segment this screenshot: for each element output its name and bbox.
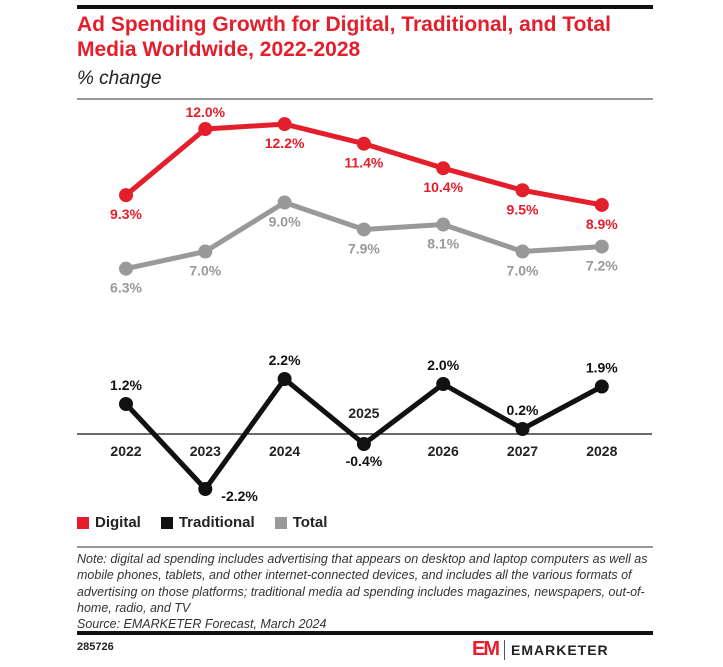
chart-title: Ad Spending Growth for Digital, Traditio… (77, 13, 611, 61)
legend: Digital Traditional Total (77, 514, 327, 531)
x-tick-label: 2028 (586, 443, 617, 459)
legend-label: Digital (95, 514, 141, 531)
brand-name: EMARKETER (511, 641, 609, 658)
note-rule (77, 546, 653, 548)
data-label-digital: 12.2% (265, 135, 305, 151)
data-point-total (515, 244, 530, 259)
x-tick-label: 2024 (269, 443, 300, 459)
x-tick-label: 2025 (348, 405, 379, 421)
data-label-total: 9.0% (269, 214, 301, 230)
data-point-traditional (119, 397, 133, 411)
x-tick-label: 2023 (190, 443, 221, 459)
data-point-traditional (436, 377, 451, 391)
data-point-total (119, 261, 133, 276)
data-point-digital (356, 136, 371, 151)
data-label-digital: 11.4% (344, 155, 383, 171)
data-label-traditional: -2.2% (221, 488, 258, 504)
data-point-traditional (198, 482, 213, 496)
data-point-total (356, 222, 371, 237)
legend-swatch (274, 516, 287, 529)
legend-swatch (160, 516, 173, 529)
data-label-traditional: 2.2% (269, 352, 301, 368)
legend-label: Total (292, 514, 328, 531)
data-label-digital: 9.5% (507, 201, 539, 217)
data-point-traditional (277, 372, 292, 386)
data-label-total: 8.1% (427, 236, 459, 252)
legend-item-total: Total (274, 514, 328, 531)
data-point-digital (277, 117, 292, 132)
data-point-traditional (515, 422, 530, 436)
data-point-digital (198, 122, 213, 136)
data-point-total (436, 217, 451, 232)
legend-label: Traditional (178, 514, 255, 531)
x-tick-label: 2027 (507, 443, 538, 459)
emarketer-logo: EM EMARKETER (472, 638, 609, 661)
data-point-digital (594, 197, 609, 212)
data-label-total: 7.0% (189, 263, 221, 279)
legend-swatch (77, 516, 89, 529)
subtitle-rule (77, 98, 653, 100)
data-point-traditional (356, 437, 371, 451)
data-label-traditional: 1.9% (586, 360, 618, 376)
note-text: Note: digital ad spending includes adver… (77, 552, 648, 615)
footnote: Note: digital ad spending includes adver… (77, 551, 657, 632)
data-point-traditional (594, 379, 609, 394)
top-rule (77, 5, 653, 9)
chart-subtitle: % change (77, 68, 162, 89)
x-tick-label: 2022 (110, 443, 141, 459)
chart-id: 285726 (77, 641, 114, 653)
data-label-total: 7.2% (586, 258, 618, 274)
legend-item-traditional: Traditional (160, 514, 255, 531)
data-label-traditional: 1.2% (110, 377, 142, 393)
data-point-digital (515, 183, 530, 198)
data-label-total: 6.3% (110, 280, 142, 296)
data-label-digital: 9.3% (110, 206, 142, 222)
data-label-traditional: -0.4% (346, 453, 383, 469)
legend-item-digital: Digital (77, 514, 141, 531)
data-point-total (198, 244, 213, 259)
data-label-traditional: 0.2% (507, 402, 539, 418)
data-label-traditional: 2.0% (427, 357, 459, 373)
logo-divider (504, 639, 505, 660)
bottom-rule (77, 631, 653, 635)
source-text: Source: EMARKETER Forecast, March 2024 (77, 617, 327, 632)
line-chart: 2022 2023 2024 2025 2026 2027 2028 9.3% 12.0% 12.… (77, 104, 652, 504)
data-label-total: 7.9% (348, 240, 380, 256)
data-point-total (594, 239, 609, 254)
data-point-digital (436, 161, 451, 176)
data-label-digital: 12.0% (185, 104, 225, 120)
data-label-total: 7.0% (507, 263, 539, 279)
x-tick-label: 2026 (428, 443, 459, 459)
data-point-total (277, 195, 292, 210)
data-label-digital: 8.9% (586, 216, 618, 232)
data-point-digital (119, 188, 133, 203)
logo-mark: EM (472, 638, 500, 660)
data-label-digital: 10.4% (423, 179, 463, 195)
